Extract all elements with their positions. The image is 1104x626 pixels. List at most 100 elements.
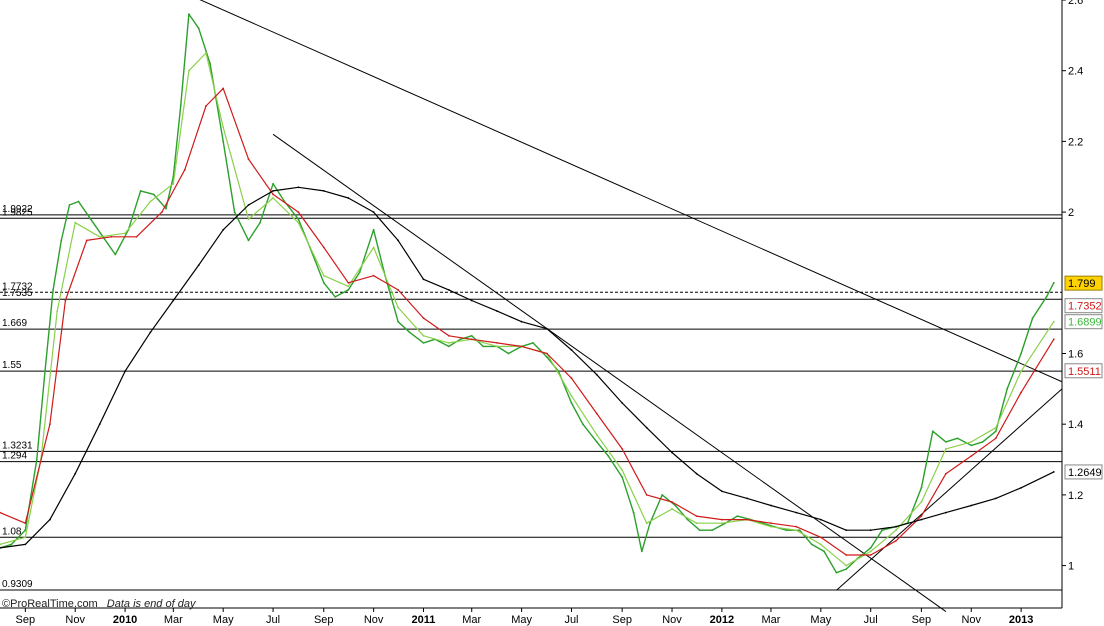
last-value-tag — [1064, 314, 1103, 330]
data-point-ma_long — [1052, 471, 1055, 473]
data-point-price — [920, 486, 923, 489]
data-point-price — [686, 518, 689, 521]
data-point-ma_medium — [372, 274, 375, 277]
data-point-price — [165, 207, 167, 210]
x-tick-label: Sep — [16, 614, 36, 626]
data-point-price — [272, 182, 274, 185]
data-point-ma_medium — [546, 352, 548, 355]
data-point-ma_long — [721, 490, 723, 493]
data-point-ma_medium — [205, 105, 207, 107]
data-point-ma_medium — [520, 345, 523, 348]
support-resistance-levels — [0, 214, 1062, 591]
data-point-ma_short — [247, 218, 250, 221]
data-point-ma_long — [347, 197, 350, 199]
series-line-price — [0, 13, 1055, 574]
data-point-ma_medium — [671, 501, 673, 503]
data-point-ma_long — [770, 504, 772, 507]
x-tick-label: May — [213, 614, 234, 626]
data-point-ma_long — [621, 402, 624, 404]
data-point-price — [322, 281, 325, 284]
data-point-price — [60, 239, 63, 242]
data-point-price — [358, 271, 361, 274]
data-point-ma_short — [297, 221, 300, 224]
data-point-ma_medium — [183, 168, 186, 171]
x-tick-label: Nov — [364, 614, 384, 626]
data-point-ma_long — [272, 190, 274, 192]
data-point-price — [994, 430, 997, 433]
data-point-ma_long — [869, 529, 872, 532]
data-point-price — [649, 522, 651, 525]
brand-label: ©ProRealTime.com — [2, 598, 98, 610]
data-point-ma_long — [98, 423, 101, 426]
level-label: 1.7732 — [2, 281, 33, 292]
data-point-ma_medium — [845, 554, 848, 556]
level-label: 1.3231 — [2, 440, 33, 451]
data-point-ma_long — [372, 211, 375, 214]
data-point-price — [259, 221, 261, 224]
data-point-price — [139, 190, 142, 192]
data-point-ma_medium — [994, 437, 997, 440]
y-tick-label: 1.6 — [1068, 348, 1083, 360]
level-label: 1.9922 — [2, 204, 33, 215]
data-point-ma_medium — [869, 554, 872, 556]
data-point-price — [835, 571, 838, 574]
data-point-ma_short — [945, 448, 947, 450]
data-point-ma_short — [447, 342, 450, 344]
data-point-price — [44, 370, 46, 373]
data-point-ma_medium — [721, 518, 723, 521]
chart-footer: ©ProRealTime.com Data is end of day — [2, 598, 195, 610]
last-value-tags: 1.799 1.7352 1.6899 1.5511 1.2649 — [1064, 275, 1103, 480]
y-tick-label: 2.6 — [1068, 0, 1083, 7]
x-tick-label: 2012 — [710, 614, 734, 626]
data-point-ma_short — [570, 395, 573, 397]
last-value-label: 1.2649 — [1068, 467, 1102, 479]
data-point-ma_medium — [222, 87, 225, 90]
data-point-ma_long — [920, 518, 923, 521]
data-point-price — [459, 338, 462, 341]
data-point-price — [869, 547, 872, 549]
data-point-price — [931, 430, 934, 433]
x-tick-label: Jul — [266, 614, 280, 626]
data-point-price — [640, 550, 643, 553]
trendline — [272, 133, 947, 612]
series-line-ma_medium — [0, 87, 1055, 556]
data-point-price — [1031, 317, 1034, 319]
data-point-ma_long — [1020, 486, 1022, 489]
data-point-ma_medium — [920, 515, 923, 517]
data-point-ma_medium — [1020, 391, 1022, 394]
data-point-ma_short — [845, 564, 848, 567]
data-point-ma_short — [397, 306, 399, 309]
trendlines — [199, 0, 1063, 612]
data-point-ma_medium — [397, 289, 399, 291]
data-point-price — [197, 27, 200, 30]
data-point-ma_medium — [161, 211, 163, 214]
data-point-price — [297, 218, 300, 221]
y-tick-label: 2.2 — [1068, 136, 1083, 148]
data-point-price — [24, 529, 27, 532]
data-point-ma_long — [74, 472, 77, 475]
x-tick-label: May — [511, 614, 532, 626]
data-point-price — [582, 423, 584, 426]
data-point-ma_long — [546, 327, 548, 330]
data-point-ma_medium — [496, 342, 498, 344]
data-point-price — [546, 356, 548, 358]
data-point-ma_short — [0, 543, 1, 546]
data-point-ma_medium — [621, 448, 624, 450]
data-point-price — [233, 211, 236, 214]
data-point-price — [607, 455, 610, 457]
data-point-price — [661, 494, 664, 496]
level-label: 1.9825 — [2, 207, 33, 218]
data-point-price — [981, 441, 984, 443]
data-point-ma_medium — [247, 158, 250, 161]
data-point-price — [470, 334, 473, 337]
data-point-ma_short — [149, 200, 152, 203]
data-point-price — [970, 444, 973, 447]
data-point-price — [77, 200, 80, 203]
data-point-ma_medium — [1052, 338, 1055, 341]
data-point-ma_short — [322, 274, 325, 277]
x-tick-label: May — [810, 614, 831, 626]
data-point-ma_long — [422, 278, 425, 281]
last-value-label: 1.799 — [1068, 278, 1096, 290]
data-point-ma_long — [247, 204, 250, 206]
